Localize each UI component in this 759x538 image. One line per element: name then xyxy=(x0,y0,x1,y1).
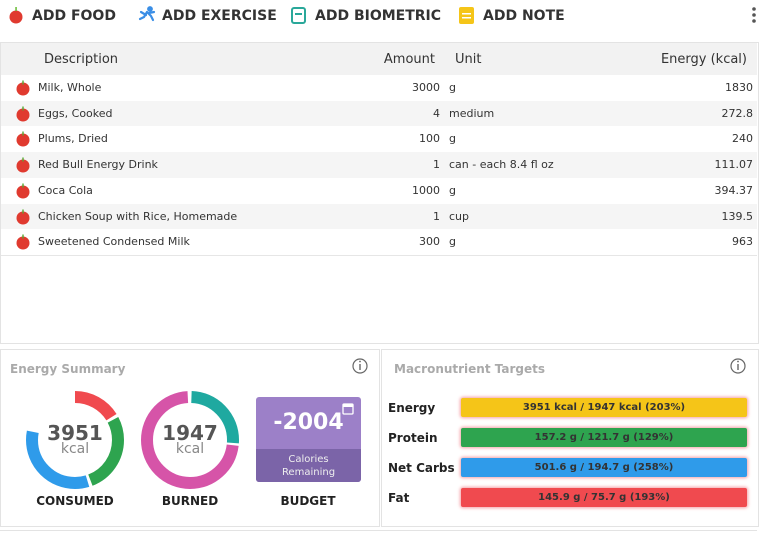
food-description: Coca Cola xyxy=(38,183,93,197)
food-energy: 272.8 xyxy=(721,106,754,120)
food-icon xyxy=(16,157,30,173)
food-description: Eggs, Cooked xyxy=(38,106,113,120)
food-unit: can - each 8.4 fl oz xyxy=(449,158,554,172)
food-icon xyxy=(16,80,30,96)
food-unit: g xyxy=(449,235,456,249)
food-amount: 1000 xyxy=(412,183,440,197)
info-icon[interactable] xyxy=(729,358,747,376)
macro-bar: 501.6 g / 194.7 g (258%) xyxy=(461,458,747,477)
macro-name: Fat xyxy=(388,491,410,505)
food-row[interactable]: Chicken Soup with Rice, Homemade 1 cup 139.… xyxy=(1,203,757,230)
food-description: Sweetened Condensed Milk xyxy=(38,235,190,249)
food-amount: 300 xyxy=(419,235,440,249)
add-exercise[interactable]: ADD EXERCISE xyxy=(162,8,277,24)
macro-bar: 157.2 g / 121.7 g (129%) xyxy=(461,428,747,447)
macro-title: Macronutrient Targets xyxy=(394,362,546,376)
food-energy: 111.07 xyxy=(714,158,754,172)
macro-name: Protein xyxy=(388,431,438,445)
header-energy[interactable]: Energy (kcal) xyxy=(660,52,747,67)
food-row[interactable]: Eggs, Cooked 4 medium 272.8 xyxy=(1,100,757,127)
food-row[interactable]: Plums, Dried 100 g 240 xyxy=(1,126,757,153)
food-amount: 100 xyxy=(419,132,440,146)
food-amount: 1 xyxy=(433,158,440,172)
budget-label: BUDGET xyxy=(280,494,336,508)
food-description: Chicken Soup with Rice, Homemade xyxy=(38,209,238,223)
food-energy: 963 xyxy=(732,235,753,249)
burned-value: 1947 xyxy=(162,421,218,445)
food-amount: 1 xyxy=(433,209,440,223)
header-amount[interactable]: Amount xyxy=(383,52,435,67)
toolbar-icons xyxy=(9,6,756,24)
add-biometric[interactable]: ADD BIOMETRIC xyxy=(315,8,442,24)
consumed-label: CONSUMED xyxy=(36,494,114,508)
food-icon xyxy=(16,183,30,199)
macro-bar: 3951 kcal / 1947 kcal (203%) xyxy=(461,398,747,417)
table-end xyxy=(1,255,757,256)
food-energy: 394.37 xyxy=(714,183,754,197)
food-icon xyxy=(16,131,30,147)
macro-bar: 145.9 g / 75.7 g (193%) xyxy=(461,488,747,507)
food-amount: 4 xyxy=(433,106,440,120)
food-icon xyxy=(16,234,30,250)
add-note[interactable]: ADD NOTE xyxy=(483,8,565,24)
food-energy: 240 xyxy=(732,132,753,146)
budget-note: Calories Remaining xyxy=(281,454,336,478)
food-row[interactable]: Sweetened Condensed Milk 300 g 963 xyxy=(1,229,757,256)
consumed-value: 3951 xyxy=(47,421,103,445)
header-description[interactable]: Description xyxy=(44,52,119,67)
food-description: Milk, Whole xyxy=(38,81,102,94)
food-description: Plums, Dried xyxy=(38,132,108,146)
energy-summary-title: Energy Summary xyxy=(10,362,126,376)
food-unit: cup xyxy=(449,209,470,223)
food-unit: g xyxy=(449,81,456,94)
burned-unit: kcal xyxy=(175,441,205,457)
energy-graphics xyxy=(26,358,368,489)
food-unit: g xyxy=(449,183,456,197)
macro-name: Net Carbs xyxy=(388,461,455,475)
food-icon xyxy=(16,106,30,122)
food-icon xyxy=(16,209,30,224)
add-food[interactable]: ADD FOOD xyxy=(32,8,116,24)
food-row[interactable]: Coca Cola 1000 g 394.37 xyxy=(1,177,757,204)
consumed-unit: kcal xyxy=(60,441,90,457)
header-unit[interactable]: Unit xyxy=(455,52,482,67)
food-description: Red Bull Energy Drink xyxy=(38,158,158,172)
burned-label: BURNED xyxy=(161,494,219,508)
food-energy: 1830 xyxy=(725,81,753,94)
food-energy: 139.5 xyxy=(721,209,754,223)
food-row[interactable]: Red Bull Energy Drink 1 can - each 8.4 fl … xyxy=(1,152,757,179)
next-panel xyxy=(0,530,757,538)
food-unit: medium xyxy=(449,106,495,120)
macro-name: Energy xyxy=(388,401,436,415)
food-unit: g xyxy=(449,132,456,146)
food-amount: 3000 xyxy=(412,81,440,94)
food-row[interactable]: Milk, Whole 3000 g 1830 xyxy=(1,75,757,101)
budget-value: -2004 xyxy=(273,410,344,435)
